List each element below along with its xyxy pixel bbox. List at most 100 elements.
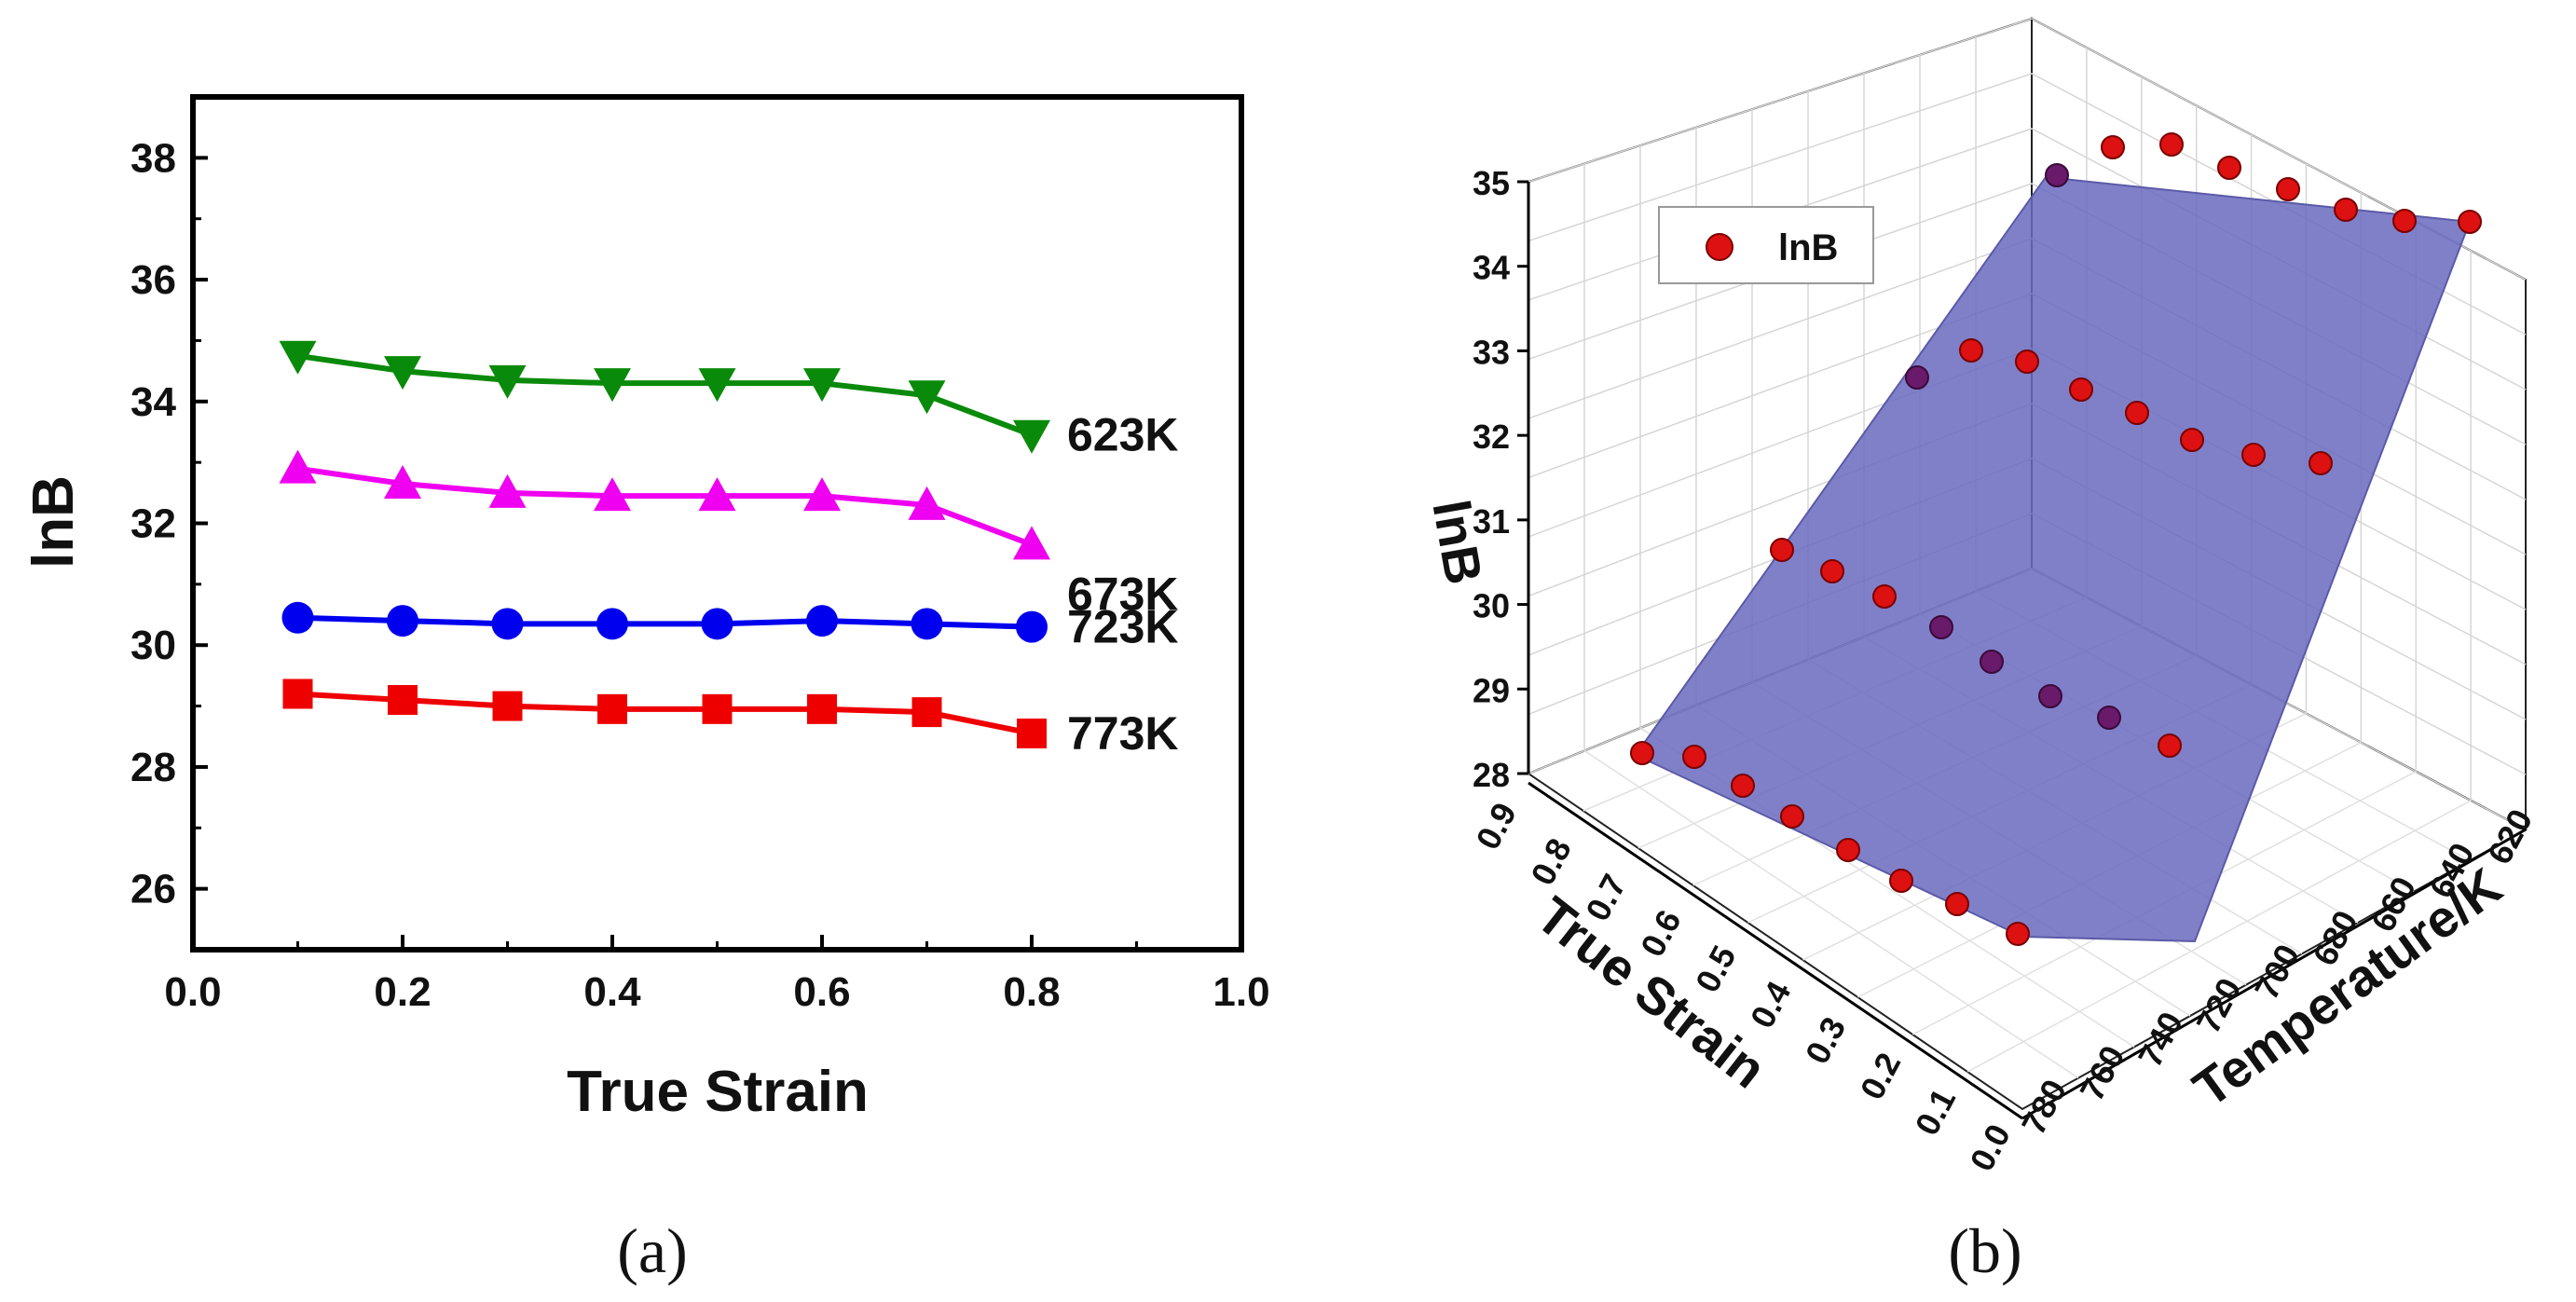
series-623K (279, 340, 1050, 454)
x-tick-label: 0.0 (164, 969, 221, 1015)
y-axis-title: lnB (21, 475, 86, 569)
series-label-773K: 773K (1067, 707, 1179, 760)
panel-caption-b: (b) (1948, 1215, 2021, 1286)
data-point (2038, 684, 2062, 708)
z-tick-label: 34 (1473, 249, 1510, 287)
series-group (279, 340, 1050, 748)
strain-tick-label: 0.1 (1907, 1082, 1963, 1141)
data-point (908, 486, 946, 520)
strain-tick-label: 0.9 (1468, 797, 1524, 856)
series-673K (279, 449, 1050, 560)
strain-tick-label: 0.4 (1743, 975, 1799, 1034)
z-tick-label: 35 (1473, 164, 1510, 202)
z-tick-label: 32 (1473, 418, 1510, 456)
data-point (1630, 741, 1654, 765)
data-point (384, 356, 421, 391)
x-tick-label: 0.4 (583, 969, 641, 1015)
data-point (702, 693, 733, 724)
data-point (807, 693, 837, 724)
strain-tick-label: 0.3 (1798, 1011, 1854, 1070)
y-tick-label: 28 (130, 745, 176, 790)
data-point (911, 608, 943, 640)
data-point (1945, 892, 1969, 916)
data-point (2006, 922, 2030, 946)
series-label-623K: 623K (1067, 409, 1179, 461)
series-label-673K: 673K (1067, 568, 1179, 620)
x-tick-label: 0.2 (374, 969, 431, 1015)
data-point (2097, 706, 2121, 730)
data-point (384, 465, 421, 500)
x-tick-label: 0.6 (793, 969, 850, 1015)
data-point (1013, 526, 1050, 560)
panel-caption-a: (a) (617, 1215, 687, 1286)
y-tick-label: 34 (130, 379, 176, 425)
data-point (1682, 745, 1706, 769)
data-point (1959, 338, 1983, 363)
data-point (1929, 615, 1953, 639)
data-point (1820, 559, 1844, 583)
data-point (1980, 650, 2004, 674)
z-tick-label: 31 (1473, 502, 1510, 541)
data-point (594, 477, 631, 512)
data-point (279, 340, 317, 375)
data-point (2276, 177, 2300, 201)
tick-marks (191, 95, 1243, 952)
data-point (1016, 610, 1048, 643)
data-point (1836, 838, 1860, 862)
data-point (1013, 419, 1050, 454)
data-point (1731, 774, 1755, 798)
data-point (597, 693, 627, 724)
data-point (2309, 451, 2333, 475)
z-axis-title: lnB (1421, 496, 1494, 589)
data-point (908, 380, 946, 415)
data-point (2180, 428, 2204, 452)
z-tick-labels: 28 29 30 31 32 33 34 35 (1473, 164, 1528, 794)
data-point (492, 691, 523, 721)
x-axis-title: True Strain (567, 1060, 869, 1124)
series-723K (281, 601, 1048, 643)
series-line (297, 614, 1033, 630)
grid-line (1583, 749, 2079, 1079)
y-tick-label: 36 (130, 257, 176, 303)
data-point (2217, 156, 2241, 180)
data-point (803, 368, 841, 403)
data-point (387, 605, 418, 637)
z-tick-label: 33 (1473, 333, 1510, 371)
y-tick-label: 38 (130, 135, 176, 181)
data-point (2241, 443, 2266, 467)
panel-a-line-chart: 0.0 0.2 0.4 0.6 0.8 1.0 26 28 30 32 34 36 38 623K 67… (21, 94, 1270, 1286)
legend: lnB (1658, 206, 1874, 284)
data-point (1889, 869, 1913, 893)
y-tick-label: 30 (130, 623, 176, 668)
data-point (911, 697, 942, 728)
x-tick-label: 1.0 (1213, 969, 1269, 1015)
data-point (701, 608, 733, 640)
strain-axis-line (1528, 781, 2023, 1120)
y-tick-label: 32 (130, 501, 176, 547)
z-tick-label: 28 (1473, 756, 1510, 794)
plot-frame (190, 94, 1244, 953)
data-points (1630, 132, 2482, 946)
data-point (2045, 163, 2069, 187)
strain-tick-label: 0.8 (1523, 832, 1579, 891)
data-point (282, 678, 313, 709)
data-point (388, 685, 418, 716)
legend-label-lnb: lnB (1778, 227, 1838, 268)
series-label-723K: 723K (1067, 601, 1179, 653)
series-line (297, 691, 1033, 736)
data-point (2101, 135, 2125, 159)
data-point (698, 477, 736, 512)
temperature-axis-line (2021, 828, 2527, 1120)
data-point (488, 364, 527, 399)
data-point (281, 601, 314, 634)
series-line (297, 352, 1034, 438)
data-point (698, 368, 736, 403)
strain-tick-label: 0.0 (1962, 1118, 2018, 1177)
series-773K (282, 678, 1047, 748)
data-point (491, 608, 524, 640)
z-tick-label: 30 (1473, 587, 1510, 625)
legend-marker-lnb (1706, 233, 1733, 261)
